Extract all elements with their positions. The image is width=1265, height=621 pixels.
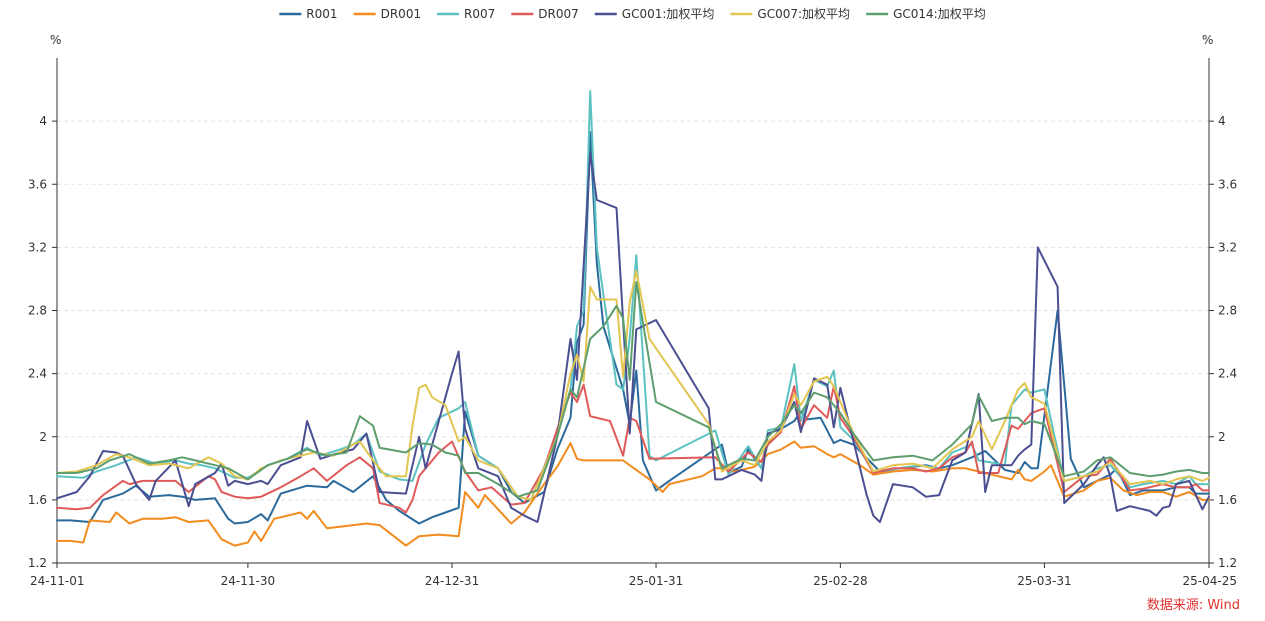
legend-label: GC001:加权平均 (622, 7, 715, 21)
y-tick-label-left: 2.4 (28, 367, 47, 381)
x-tick-label: 25-02-28 (813, 574, 867, 588)
x-tick-label: 25-04-25 (1183, 574, 1237, 588)
gridlines (57, 120, 1209, 564)
x-tick-label: 24-11-01 (30, 574, 84, 588)
y-axis-right: 1.2 1.6 2 2.4 2.8 3.2 3.6 4 (1208, 58, 1237, 570)
y-axis-left: 1.2 1.6 2 2.4 2.8 3.2 3.6 4 (28, 58, 58, 570)
y-tick-label-right: 3.2 (1218, 240, 1237, 254)
series-line-gc001 (56, 151, 1210, 523)
x-tick-label: 24-12-31 (425, 574, 479, 588)
y-tick-label-right: 4 (1218, 114, 1226, 128)
x-tick-label: 25-03-31 (1017, 574, 1071, 588)
series-lines (56, 90, 1210, 547)
legend-item-gc001[interactable]: GC001:加权平均 (594, 7, 715, 21)
data-source-note: 数据来源: Wind (1147, 598, 1240, 613)
y-tick-label-right: 2.8 (1218, 304, 1237, 318)
series-line-r001 (56, 131, 1210, 525)
y-tick-label-right: 2.4 (1218, 367, 1237, 381)
y-tick-label-left: 1.6 (28, 493, 47, 507)
legend: R001 DR001 R007 DR007 GC001:加权平均 GC007:加权平均 GC… (279, 7, 986, 21)
legend-item-r007[interactable]: R007 (437, 7, 495, 21)
series-line-dr001 (56, 440, 1210, 547)
x-tick-label: 25-01-31 (629, 574, 683, 588)
legend-label: DR007 (538, 7, 578, 21)
y-tick-label-left: 4 (39, 114, 47, 128)
legend-item-gc014[interactable]: GC014:加权平均 (866, 7, 986, 21)
y-tick-label-right: 1.6 (1218, 493, 1237, 507)
legend-label: GC007:加权平均 (757, 7, 850, 21)
x-tick-label: 24-11-30 (221, 574, 275, 588)
series-line-dr007 (56, 383, 1210, 514)
y-tick-label-left: 2 (39, 430, 47, 444)
series-line-gc014 (56, 281, 1210, 498)
legend-label: R001 (306, 7, 337, 21)
legend-item-dr007[interactable]: DR007 (511, 7, 579, 21)
legend-label: DR001 (381, 7, 421, 21)
legend-item-gc007[interactable]: GC007:加权平均 (730, 7, 850, 21)
x-axis: 24-11-01 24-11-30 24-12-31 25-01-31 25-02-28… (30, 562, 1237, 588)
y-tick-label-left: 3.6 (28, 177, 47, 191)
legend-label: R007 (464, 7, 495, 21)
y-axis-unit-left: % (50, 33, 61, 47)
y-tick-label-right: 2 (1218, 430, 1226, 444)
legend-item-dr001[interactable]: DR001 (353, 7, 421, 21)
y-tick-label-left: 2.8 (28, 304, 47, 318)
y-tick-label-left: 1.2 (28, 556, 47, 570)
y-tick-label-left: 3.2 (28, 240, 47, 254)
y-axis-unit-right: % (1202, 33, 1213, 47)
y-tick-label-right: 1.2 (1218, 556, 1237, 570)
y-tick-label-right: 3.6 (1218, 177, 1237, 191)
legend-label: GC014:加权平均 (893, 7, 986, 21)
legend-item-r001[interactable]: R001 (279, 7, 338, 21)
